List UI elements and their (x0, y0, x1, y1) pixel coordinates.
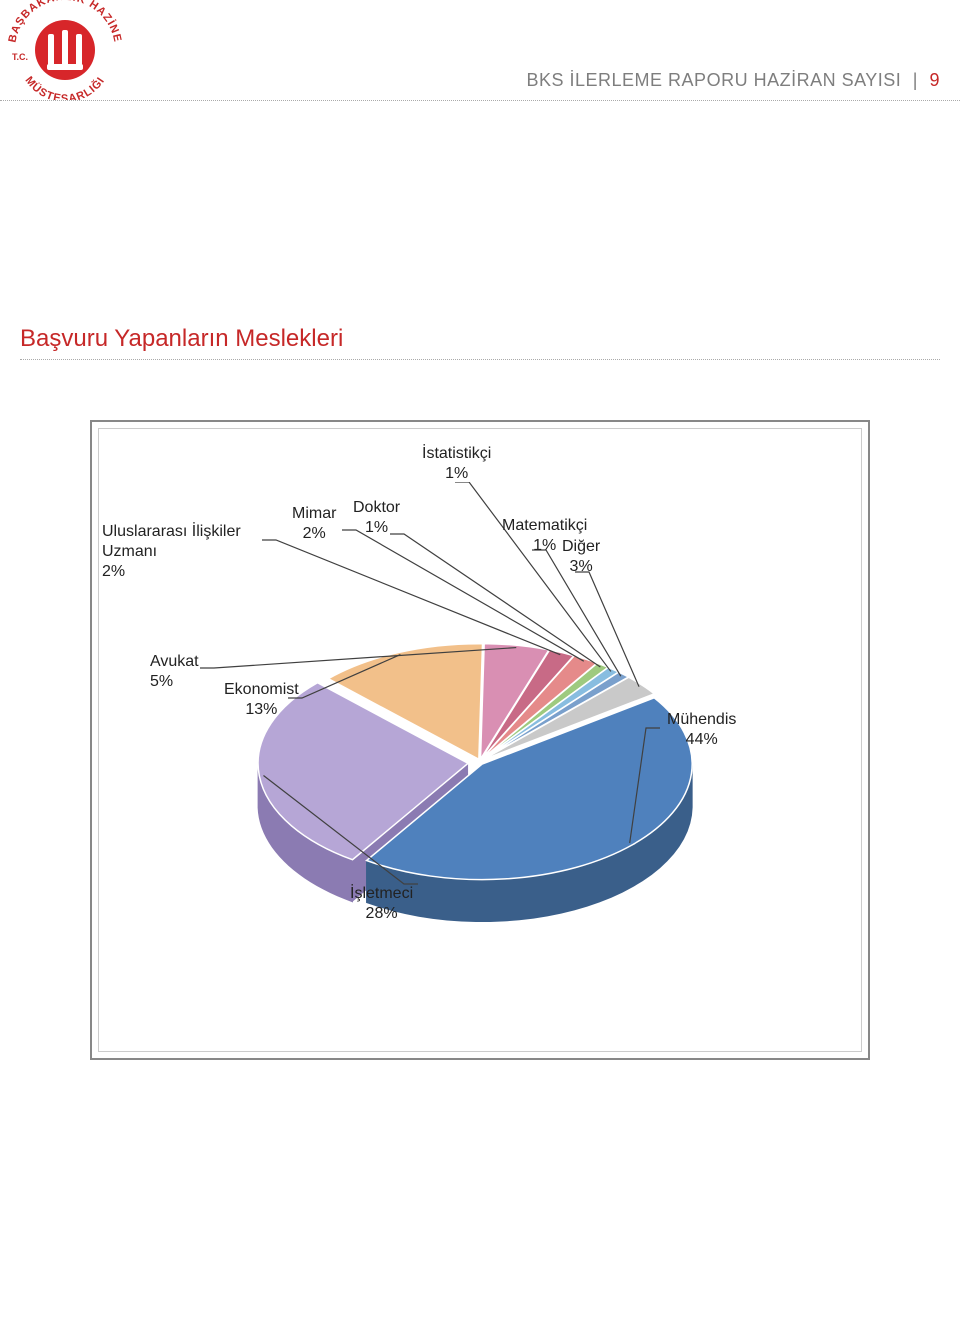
svg-text:T.C.: T.C. (12, 52, 28, 62)
label-text: İstatistikçi (422, 445, 491, 462)
label-value: 3% (570, 558, 593, 575)
section-rule (20, 359, 940, 360)
label-value: 1% (533, 537, 556, 554)
section-title: Başvuru Yapanların Meslekleri (20, 325, 940, 359)
label-value: 2% (303, 525, 326, 542)
chart-frame: İstatistikçi 1% Doktor 1% Mimar 2% Ulusl… (90, 420, 870, 1060)
label-value: 2% (102, 563, 125, 580)
label-value: 1% (445, 465, 468, 482)
label-text: Mimar (292, 505, 336, 522)
label-value: 44% (686, 731, 718, 748)
label-text: Doktor (353, 499, 400, 516)
header-title: BKS İLERLEME RAPORU HAZİRAN SAYISI (527, 70, 902, 90)
section-heading: Başvuru Yapanların Meslekleri (20, 325, 940, 360)
header-rule (0, 100, 960, 101)
page-number: 9 (929, 70, 940, 90)
label-ekonomist: Ekonomist 13% (224, 680, 299, 720)
label-text: İşletmeci (350, 885, 413, 902)
pie-svg (180, 482, 780, 1042)
label-text: Avukat (150, 653, 199, 670)
label-muhendis: Mühendis 44% (667, 710, 736, 750)
agency-logo: BAŞBAKANLIK HAZİNE MÜSTEŞARLIĞI T.C. (0, 0, 130, 100)
logo-svg: BAŞBAKANLIK HAZİNE MÜSTEŞARLIĞI T.C. (0, 0, 130, 100)
label-value: 28% (366, 905, 398, 922)
label-text: Mühendis (667, 711, 736, 728)
page-header: BKS İLERLEME RAPORU HAZİRAN SAYISI | 9 (527, 70, 941, 91)
label-text2: Uzmanı (102, 543, 157, 560)
label-text: Matematikçi (502, 517, 587, 534)
label-value: 13% (245, 701, 277, 718)
label-diger: Diğer 3% (562, 537, 600, 577)
label-uluslararasi: Uluslararası İlişkiler Uzmanı 2% (102, 522, 241, 582)
page: BAŞBAKANLIK HAZİNE MÜSTEŞARLIĞI T.C. BKS… (0, 0, 960, 1335)
label-doktor: Doktor 1% (353, 498, 400, 538)
label-value: 1% (365, 519, 388, 536)
label-text1: Uluslararası İlişkiler (102, 523, 241, 540)
header-separator: | (913, 70, 918, 90)
label-mimar: Mimar 2% (292, 504, 336, 544)
label-avukat: Avukat 5% (150, 652, 199, 692)
label-text: Ekonomist (224, 681, 299, 698)
label-istatistikci: İstatistikçi 1% (422, 444, 491, 484)
label-isletmeci: İşletmeci 28% (350, 884, 413, 924)
label-value: 5% (150, 673, 173, 690)
label-text: Diğer (562, 538, 600, 555)
pie-chart: İstatistikçi 1% Doktor 1% Mimar 2% Ulusl… (92, 422, 868, 1058)
